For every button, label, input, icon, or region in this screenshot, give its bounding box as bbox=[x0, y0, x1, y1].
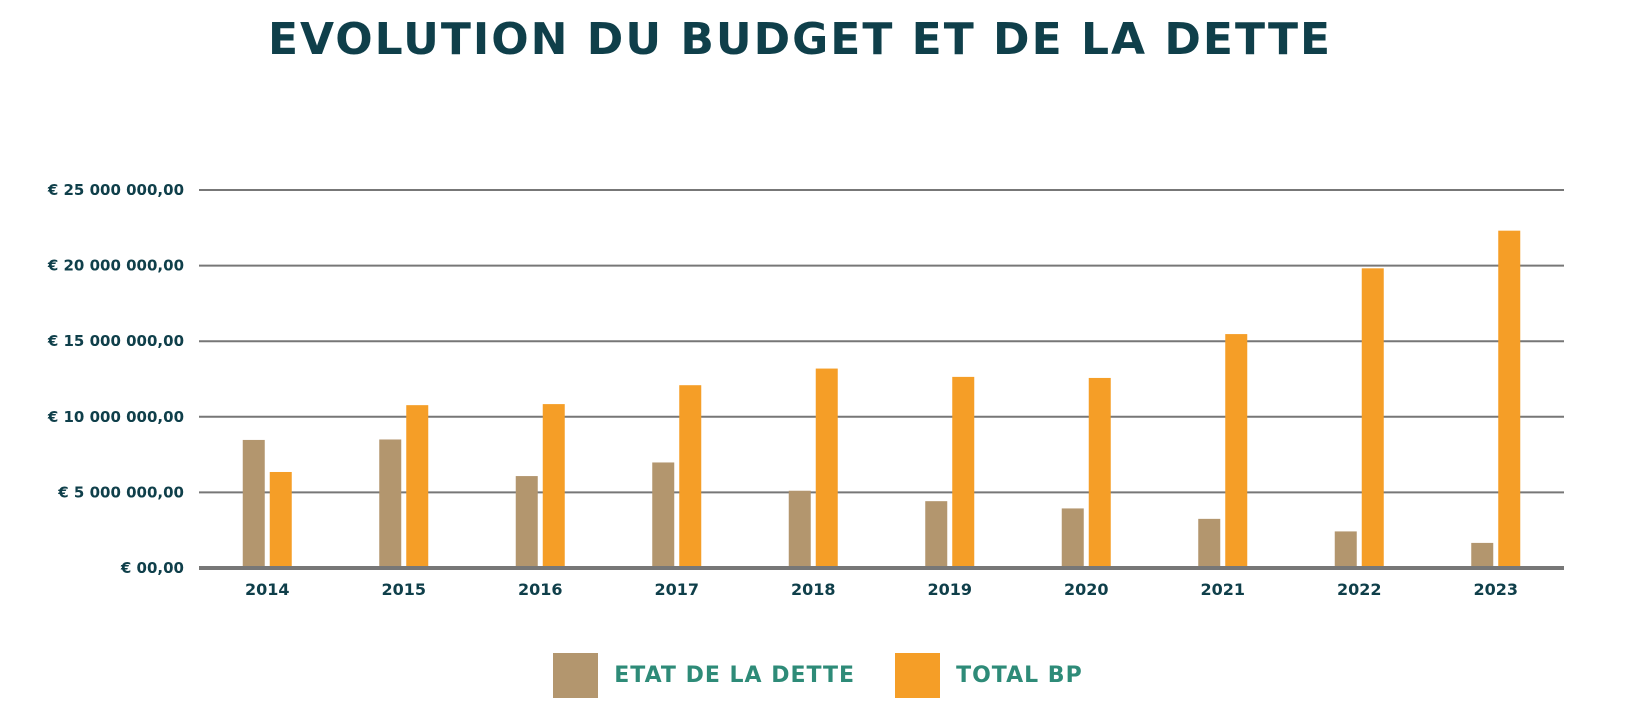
legend: ETAT DE LA DETTE TOTAL BP bbox=[0, 653, 1636, 698]
x-tick-label: 2022 bbox=[1337, 580, 1382, 599]
y-tick-label: € 5 000 000,00 bbox=[57, 483, 184, 501]
bar-dette-2018 bbox=[788, 490, 811, 566]
bar-dette-2015 bbox=[379, 439, 402, 566]
x-tick-label: 2020 bbox=[1064, 580, 1109, 599]
x-tick-label: 2016 bbox=[518, 580, 563, 599]
legend-label-total-bp: TOTAL BP bbox=[956, 663, 1083, 688]
bar-total-bp-2018 bbox=[815, 368, 838, 566]
x-tick-label: 2017 bbox=[654, 580, 699, 599]
bar-dette-2021 bbox=[1198, 518, 1221, 566]
bar-dette-2023 bbox=[1471, 542, 1494, 566]
x-tick-label: 2021 bbox=[1200, 580, 1245, 599]
bar-dette-2020 bbox=[1061, 508, 1084, 566]
bar-total-bp-2020 bbox=[1088, 377, 1111, 566]
bar-dette-2022 bbox=[1334, 531, 1357, 566]
legend-item-dette: ETAT DE LA DETTE bbox=[553, 653, 855, 698]
x-tick-label: 2023 bbox=[1473, 580, 1518, 599]
x-tick-label: 2019 bbox=[927, 580, 972, 599]
y-tick-label: € 15 000 000,00 bbox=[47, 332, 184, 350]
bar-total-bp-2021 bbox=[1225, 334, 1248, 566]
y-tick-label: € 20 000 000,00 bbox=[47, 257, 184, 275]
x-tick-label: 2018 bbox=[791, 580, 836, 599]
x-tick-label: 2015 bbox=[381, 580, 426, 599]
bar-dette-2017 bbox=[652, 462, 675, 566]
y-tick-label: € 00,00 bbox=[120, 559, 184, 577]
y-tick-label: € 10 000 000,00 bbox=[47, 408, 184, 426]
bar-total-bp-2016 bbox=[542, 404, 565, 566]
bar-total-bp-2019 bbox=[952, 376, 975, 566]
legend-swatch-total-bp bbox=[895, 653, 941, 698]
bar-total-bp-2017 bbox=[679, 385, 702, 566]
bar-dette-2016 bbox=[515, 476, 538, 566]
bar-total-bp-2022 bbox=[1361, 268, 1384, 566]
bar-dette-2019 bbox=[925, 501, 948, 566]
bar-dette-2014 bbox=[242, 439, 265, 566]
bar-total-bp-2015 bbox=[406, 405, 429, 566]
legend-item-total-bp: TOTAL BP bbox=[895, 653, 1083, 698]
chart-title: EVOLUTION DU BUDGET ET DE LA DETTE bbox=[267, 14, 1333, 65]
bar-total-bp-2014 bbox=[269, 471, 292, 566]
bar-total-bp-2023 bbox=[1498, 230, 1521, 567]
legend-swatch-dette bbox=[553, 653, 599, 698]
legend-label-dette: ETAT DE LA DETTE bbox=[614, 663, 856, 688]
x-tick-label: 2014 bbox=[245, 580, 290, 599]
y-tick-label: € 25 000 000,00 bbox=[47, 181, 184, 199]
